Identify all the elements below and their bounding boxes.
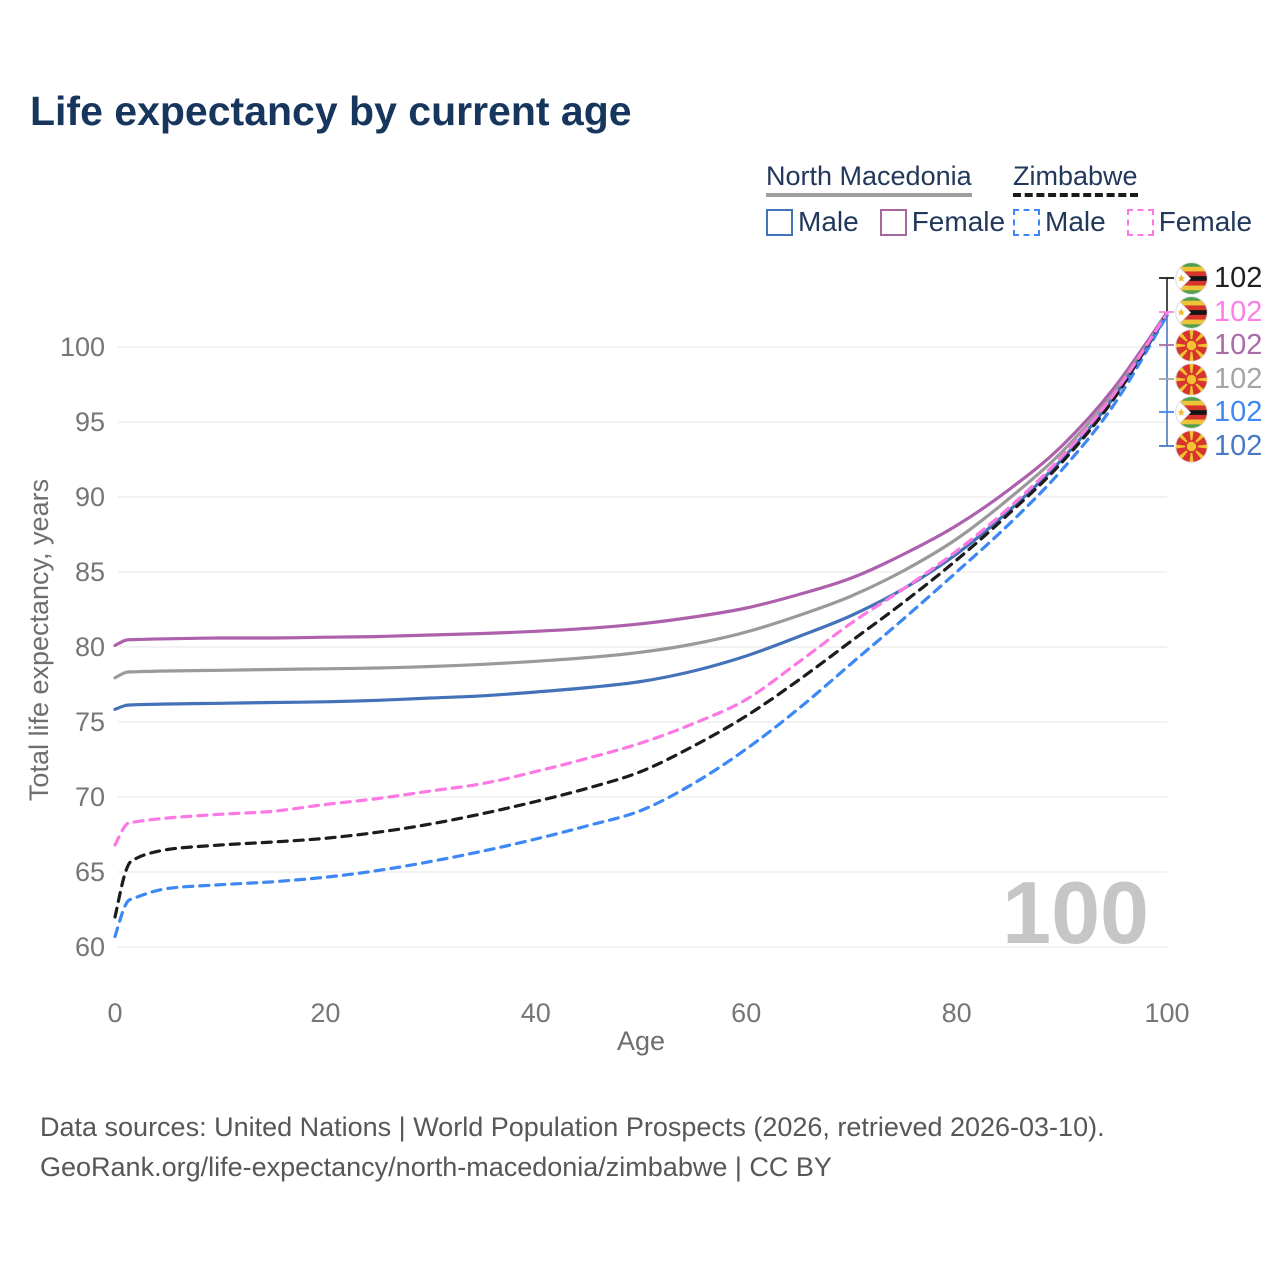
- y-tick-label: 80: [75, 632, 105, 662]
- legend-country-label[interactable]: North Macedonia: [766, 162, 972, 198]
- endpoint-row-zimbabwe: 102: [1175, 261, 1263, 295]
- endpoint-row-north-macedonia-female: 102: [1175, 328, 1263, 362]
- x-tick-label: 20: [310, 998, 340, 1028]
- north-macedonia-flag-icon: [1175, 328, 1208, 362]
- legend-country-label[interactable]: Zimbabwe: [1013, 162, 1138, 198]
- legend-swatch: [1013, 208, 1040, 236]
- y-axis-label: Total life expectancy, years: [24, 479, 54, 801]
- endpoint-row-north-macedonia: 102: [1175, 362, 1263, 396]
- north-macedonia-flag-icon: [1175, 429, 1208, 463]
- endpoint-value: 102: [1214, 362, 1263, 395]
- legend-item-label: Female: [1158, 206, 1253, 238]
- y-tick-label: 75: [75, 707, 105, 737]
- legend-item-label: Male: [1045, 206, 1106, 238]
- legend-item-north-macedonia-male[interactable]: Male: [766, 206, 859, 238]
- endpoint-value: 102: [1214, 328, 1263, 361]
- series-line-north-macedonia-female: [113, 310, 1169, 648]
- y-tick-label: 95: [75, 407, 105, 437]
- zimbabwe-flag-icon: [1175, 395, 1208, 429]
- north-macedonia-flag-icon: [1175, 362, 1208, 396]
- endpoint-value: 102: [1214, 261, 1263, 294]
- zimbabwe-flag-icon: [1175, 295, 1208, 329]
- y-tick-label: 85: [75, 557, 105, 587]
- endpoint-value: 102: [1214, 295, 1263, 328]
- legend-item-north-macedonia-female[interactable]: Female: [879, 206, 1006, 238]
- x-tick-label: 60: [731, 998, 761, 1028]
- legend-swatch: [1126, 208, 1154, 236]
- legend-swatch: [766, 208, 793, 236]
- y-tick-label: 60: [75, 932, 105, 962]
- page-title: Life expectancy by current age: [30, 88, 632, 134]
- endpoint-row-zimbabwe-male: 102: [1175, 395, 1263, 429]
- footer: Data sources: United Nations | World Pop…: [40, 1108, 1105, 1188]
- y-tick-label: 70: [75, 782, 105, 812]
- y-tick-label: 65: [75, 857, 105, 887]
- series-line-zimbabwe: [113, 310, 1169, 919]
- legend-group-zimbabwe: Zimbabwe Male Female: [1013, 162, 1252, 238]
- series-line-zimbabwe-female: [113, 311, 1169, 847]
- data-source-line: Data sources: United Nations | World Pop…: [40, 1112, 1105, 1142]
- x-tick-label: 80: [942, 998, 972, 1028]
- x-axis-label: Age: [617, 1026, 665, 1056]
- x-tick-label: 0: [107, 998, 122, 1028]
- series-line-north-macedonia-male: [113, 313, 1169, 711]
- series-line-zimbabwe-male: [113, 313, 1169, 939]
- zimbabwe-flag-icon: [1175, 261, 1208, 295]
- attribution-line: GeoRank.org/life-expectancy/north-macedo…: [40, 1151, 832, 1182]
- legend-item-zimbabwe-male[interactable]: Male: [1013, 206, 1106, 238]
- endpoint-value: 102: [1214, 429, 1263, 462]
- legend-group-north-macedonia: North Macedonia Male Female: [766, 162, 1005, 238]
- x-tick-label: 100: [1144, 998, 1189, 1028]
- legend-item-label: Male: [798, 206, 859, 238]
- y-tick-label: 100: [60, 332, 105, 362]
- y-tick-label: 90: [75, 482, 105, 512]
- legend-item-zimbabwe-female[interactable]: Female: [1126, 206, 1253, 238]
- legend-item-label: Female: [911, 206, 1006, 238]
- x-tick-label: 40: [521, 998, 551, 1028]
- endpoint-value: 102: [1214, 395, 1263, 428]
- endpoint-row-zimbabwe-female: 102: [1175, 295, 1263, 329]
- endpoint-row-north-macedonia-male: 102: [1175, 429, 1263, 463]
- legend-swatch: [879, 208, 907, 236]
- series-line-north-macedonia: [113, 312, 1169, 680]
- age-counter-watermark: 100: [1002, 863, 1149, 962]
